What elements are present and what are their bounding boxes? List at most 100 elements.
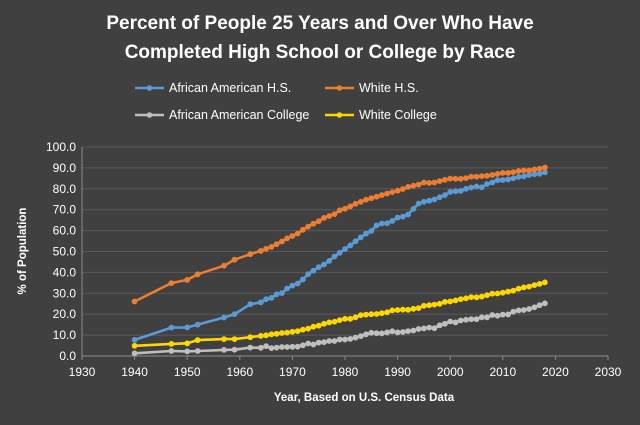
data-point	[299, 326, 306, 333]
data-point	[263, 332, 269, 339]
data-point	[447, 298, 454, 305]
legend-item-african-american-college: African American College	[135, 108, 309, 122]
data-point	[231, 336, 238, 342]
data-point	[194, 337, 201, 343]
chart-title-line-2: Completed High School or College by Race	[125, 42, 516, 63]
data-point	[463, 316, 469, 323]
data-point	[420, 302, 427, 309]
data-point	[420, 325, 427, 332]
data-point	[384, 220, 390, 227]
y-tick-label: 60.0	[53, 224, 77, 238]
data-point	[499, 311, 506, 318]
data-point	[273, 291, 280, 298]
data-point	[305, 223, 312, 230]
data-point	[268, 294, 275, 301]
data-point	[336, 249, 343, 256]
y-tick-label: 20.0	[53, 307, 77, 321]
data-point	[441, 298, 448, 305]
data-point	[515, 168, 522, 174]
data-point	[452, 175, 459, 182]
data-point	[436, 178, 443, 184]
data-point	[505, 288, 511, 295]
data-point	[331, 253, 338, 260]
data-point	[526, 306, 532, 312]
data-point	[347, 203, 354, 210]
data-point	[389, 218, 396, 224]
data-point	[499, 169, 506, 176]
data-point	[463, 175, 469, 181]
data-point	[184, 324, 191, 331]
legend-swatch-marker	[336, 85, 343, 91]
data-point	[221, 336, 227, 342]
data-point	[131, 350, 138, 357]
data-point	[405, 211, 411, 218]
x-tick-label: 1940	[121, 365, 148, 379]
data-point	[441, 320, 448, 327]
data-point	[168, 324, 175, 331]
legend-item-white-h-s: White H.S.	[325, 81, 419, 95]
data-point	[357, 333, 364, 339]
data-point	[536, 280, 543, 287]
data-point	[347, 315, 354, 322]
data-point	[463, 185, 469, 192]
data-point	[363, 230, 369, 237]
data-point	[268, 243, 275, 250]
data-point	[405, 183, 411, 190]
data-point	[184, 340, 191, 347]
data-point	[457, 175, 464, 182]
data-point	[278, 238, 285, 245]
data-point	[452, 188, 459, 195]
data-point	[268, 345, 275, 351]
data-point	[415, 326, 422, 332]
data-point	[520, 307, 527, 313]
data-point	[373, 193, 380, 200]
legend-label: African American College	[169, 108, 309, 122]
data-point	[484, 172, 490, 179]
data-point	[326, 257, 333, 264]
data-point	[489, 179, 496, 186]
data-point	[436, 322, 443, 329]
data-point	[399, 306, 406, 313]
data-point	[399, 213, 406, 220]
data-point	[494, 312, 501, 319]
data-point	[278, 330, 285, 336]
data-point	[489, 312, 496, 318]
data-point	[431, 301, 438, 308]
data-point	[352, 334, 359, 341]
data-point	[468, 316, 475, 323]
data-point	[373, 330, 380, 337]
data-point	[284, 344, 290, 350]
legend-item-white-college: White College	[325, 108, 437, 122]
data-point	[378, 310, 385, 317]
data-point	[331, 211, 338, 217]
series-african-american-h-s	[131, 169, 548, 343]
data-point	[536, 170, 543, 177]
data-point	[384, 309, 390, 316]
data-point	[484, 292, 490, 299]
data-point	[447, 175, 454, 182]
data-point	[478, 184, 485, 191]
x-axis-title: Year, Based on U.S. Census Data	[274, 392, 455, 404]
data-point	[342, 205, 348, 212]
data-point	[436, 194, 443, 201]
data-point	[505, 176, 511, 183]
data-point	[315, 264, 322, 271]
data-point	[368, 329, 375, 336]
y-tick-label: 50.0	[53, 245, 77, 259]
x-tick-label: 1980	[332, 365, 359, 379]
data-point	[410, 205, 417, 212]
data-point	[394, 329, 401, 336]
data-point	[294, 328, 301, 334]
data-point	[520, 173, 527, 180]
data-point	[531, 304, 538, 311]
data-point	[505, 169, 511, 176]
data-point	[378, 192, 385, 198]
data-point	[499, 177, 506, 183]
data-point	[384, 190, 390, 197]
data-point	[305, 340, 312, 347]
data-point	[357, 312, 364, 319]
y-tick-label: 90.0	[53, 161, 77, 175]
data-point	[542, 164, 548, 171]
data-point	[342, 315, 348, 322]
